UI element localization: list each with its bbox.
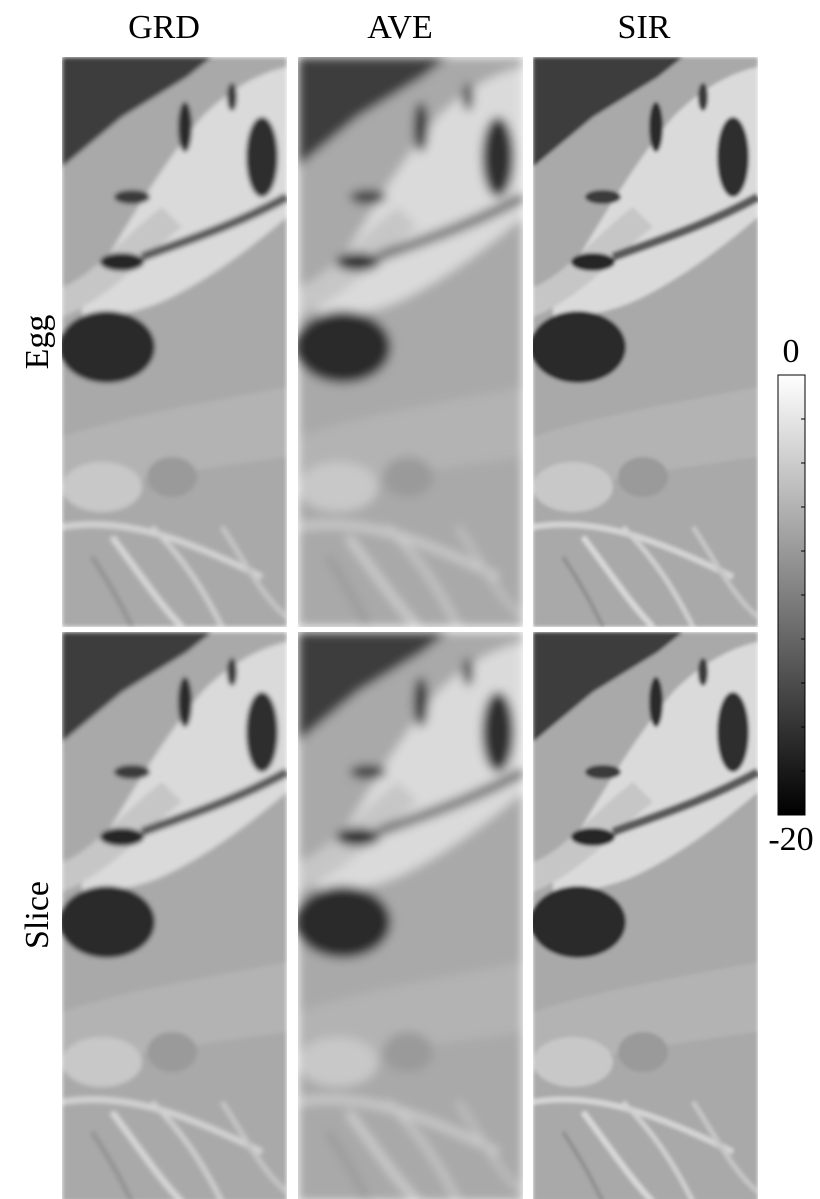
column-title: SIR	[618, 9, 671, 46]
image-panel	[295, 57, 523, 627]
row-label: Slice	[19, 881, 56, 949]
colorbar	[778, 375, 805, 815]
image-panel	[530, 632, 758, 1199]
figure: GRD AVE SIR Egg Slice 0 -20	[0, 0, 820, 1199]
image-panel	[59, 57, 287, 627]
column-title: AVE	[367, 9, 433, 46]
colorbar-max-label: 0	[783, 333, 800, 370]
image-panel	[59, 632, 287, 1199]
row-label: Egg	[19, 315, 56, 370]
image-panel	[295, 632, 523, 1199]
image-panel	[530, 57, 758, 627]
column-title: GRD	[128, 9, 200, 46]
colorbar-min-label: -20	[768, 821, 813, 858]
